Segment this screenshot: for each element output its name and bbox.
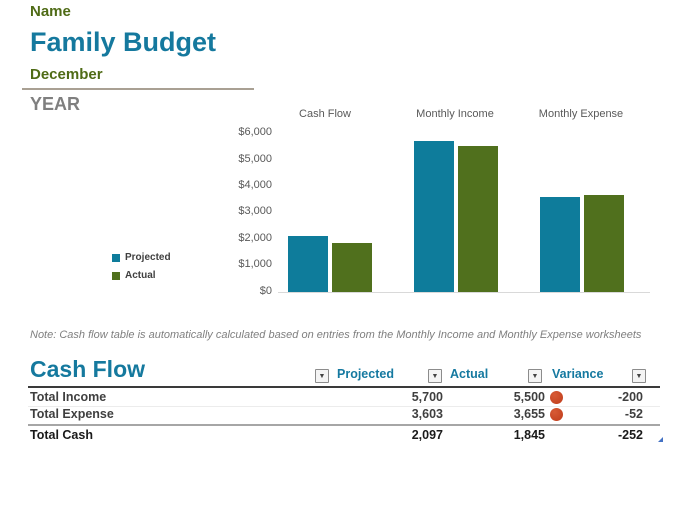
y-axis-tick: $4,000 — [238, 179, 272, 191]
column-header-variance: Variance — [552, 367, 604, 381]
row-label: Total Income — [30, 390, 107, 404]
bar-monthly-expense-projected — [540, 197, 580, 292]
row-label: Total Cash — [30, 428, 93, 442]
legend-label-actual: Actual — [125, 270, 156, 281]
cell-projected: 3,603 — [411, 407, 443, 421]
filter-dropdown-variance[interactable]: ▼ — [632, 369, 646, 383]
cell-actual: 5,500 — [513, 390, 545, 404]
chart-category-monthly-expense: Monthly Expense — [538, 108, 624, 120]
cell-variance: -200 — [617, 390, 643, 404]
column-header-projected: Projected — [337, 367, 394, 381]
cell-variance: -252 — [617, 428, 643, 442]
filter-dropdown-projected[interactable]: ▼ — [428, 369, 442, 383]
cell-actual: 3,655 — [513, 407, 545, 421]
table-row-total-income: Total Income 5,700 5,500 -200 — [0, 390, 675, 407]
x-axis-line — [278, 292, 650, 293]
month-divider — [22, 88, 254, 90]
chevron-down-icon: ▼ — [318, 372, 326, 380]
worksheet-note: Note: Cash flow table is automatically c… — [30, 329, 642, 341]
chart-category-monthly-income: Monthly Income — [416, 108, 494, 120]
chart-legend: Projected Actual — [112, 252, 171, 288]
bar-monthly-income-projected — [414, 141, 454, 292]
column-header-actual: Actual — [450, 367, 489, 381]
chart-category-cash-flow: Cash Flow — [299, 108, 351, 120]
filter-dropdown-label-column[interactable]: ▼ — [315, 369, 329, 383]
bar-cash-flow-projected — [288, 236, 328, 292]
chevron-down-icon: ▼ — [431, 372, 439, 380]
filter-dropdown-actual[interactable]: ▼ — [528, 369, 542, 383]
total-row-divider — [28, 424, 660, 426]
y-axis-tick: $2,000 — [238, 232, 272, 244]
red-circle-status-icon — [550, 391, 563, 404]
cell-projected: 5,700 — [411, 390, 443, 404]
projected-swatch-icon — [112, 253, 120, 262]
page-title: Family Budget — [30, 27, 217, 57]
table-title: Cash Flow — [30, 356, 146, 382]
y-axis-tick: $5,000 — [238, 153, 272, 165]
bar-monthly-expense-actual — [584, 195, 624, 292]
y-axis-tick: $3,000 — [238, 205, 272, 217]
table-row-total-expense: Total Expense 3,603 3,655 -52 — [0, 407, 675, 424]
cell-actual: 1,845 — [513, 428, 545, 442]
legend-label-projected: Projected — [125, 252, 171, 263]
chevron-down-icon: ▼ — [531, 372, 539, 380]
bar-cash-flow-actual — [332, 243, 372, 292]
y-axis-tick: $1,000 — [238, 258, 272, 270]
year-label: YEAR — [30, 94, 81, 114]
red-circle-status-icon — [550, 408, 563, 421]
y-axis-tick: $6,000 — [238, 126, 272, 138]
y-axis-tick: $0 — [259, 285, 272, 297]
legend-item-actual: Actual — [112, 270, 171, 281]
month-label: December — [30, 66, 103, 83]
table-row-total-cash: Total Cash 2,097 1,845 -252 — [0, 428, 675, 445]
legend-item-projected: Projected — [112, 252, 171, 263]
name-label: Name — [30, 3, 71, 20]
bar-monthly-income-actual — [458, 146, 498, 292]
table-header-divider — [28, 386, 660, 388]
row-divider — [28, 406, 660, 407]
actual-swatch-icon — [112, 271, 120, 280]
row-label: Total Expense — [30, 407, 114, 421]
cell-projected: 2,097 — [411, 428, 443, 442]
cell-marker-icon — [658, 437, 663, 442]
cell-variance: -52 — [624, 407, 643, 421]
cash-flow-chart: Cash Flow Monthly Income Monthly Expense… — [112, 108, 650, 297]
chevron-down-icon: ▼ — [635, 372, 643, 380]
